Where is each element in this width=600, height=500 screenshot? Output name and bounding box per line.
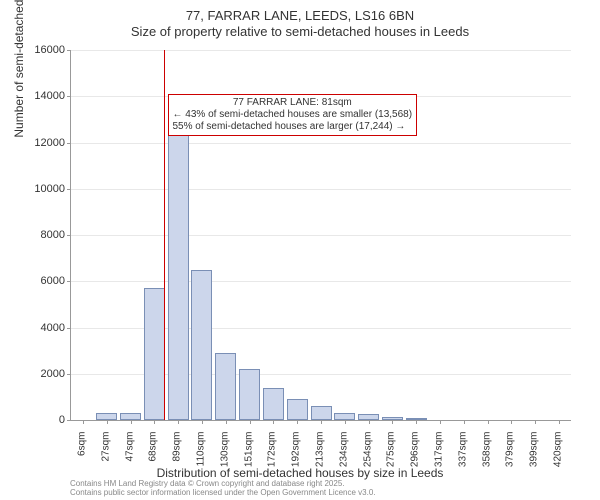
ytick-mark bbox=[67, 143, 71, 144]
xtick-label: 399sqm bbox=[529, 432, 540, 482]
ytick-label: 12000 bbox=[15, 137, 65, 149]
histogram-bar bbox=[215, 353, 236, 420]
xtick-mark bbox=[178, 420, 179, 424]
ytick-mark bbox=[67, 189, 71, 190]
xtick-mark bbox=[273, 420, 274, 424]
ytick-label: 14000 bbox=[15, 90, 65, 102]
histogram-bar bbox=[239, 369, 260, 420]
gridline bbox=[71, 281, 571, 282]
ytick-mark bbox=[67, 281, 71, 282]
ytick-label: 4000 bbox=[15, 322, 65, 334]
histogram-bar bbox=[334, 413, 355, 420]
xtick-mark bbox=[488, 420, 489, 424]
plot-area: 77 FARRAR LANE: 81sqm← 43% of semi-detac… bbox=[70, 50, 571, 421]
xtick-mark bbox=[464, 420, 465, 424]
xtick-label: 420sqm bbox=[553, 432, 564, 482]
ytick-label: 6000 bbox=[15, 275, 65, 287]
xtick-label: 27sqm bbox=[100, 432, 111, 482]
y-axis-label: Number of semi-detached properties bbox=[12, 0, 26, 138]
gridline bbox=[71, 235, 571, 236]
xtick-label: 6sqm bbox=[76, 432, 87, 482]
xtick-mark bbox=[416, 420, 417, 424]
gridline bbox=[71, 50, 571, 51]
histogram-bar bbox=[168, 117, 189, 420]
xtick-label: 68sqm bbox=[148, 432, 159, 482]
ytick-mark bbox=[67, 96, 71, 97]
histogram-bar bbox=[144, 288, 165, 420]
ytick-mark bbox=[67, 328, 71, 329]
xtick-label: 275sqm bbox=[386, 432, 397, 482]
xtick-label: 89sqm bbox=[172, 432, 183, 482]
xtick-mark bbox=[440, 420, 441, 424]
ytick-label: 10000 bbox=[15, 183, 65, 195]
annotation-line1: 77 FARRAR LANE: 81sqm bbox=[173, 97, 413, 109]
xtick-mark bbox=[131, 420, 132, 424]
chart-title-line1: 77, FARRAR LANE, LEEDS, LS16 6BN bbox=[0, 8, 600, 23]
xtick-mark bbox=[535, 420, 536, 424]
xtick-label: 151sqm bbox=[243, 432, 254, 482]
xtick-mark bbox=[250, 420, 251, 424]
xtick-label: 296sqm bbox=[410, 432, 421, 482]
histogram-bar bbox=[311, 406, 332, 420]
xtick-mark bbox=[202, 420, 203, 424]
ytick-mark bbox=[67, 420, 71, 421]
ytick-label: 2000 bbox=[15, 368, 65, 380]
gridline bbox=[71, 143, 571, 144]
histogram-bar bbox=[120, 413, 141, 420]
xtick-label: 254sqm bbox=[362, 432, 373, 482]
xtick-label: 130sqm bbox=[219, 432, 230, 482]
xtick-mark bbox=[297, 420, 298, 424]
subject-marker-line bbox=[164, 50, 165, 420]
chart-title-line2: Size of property relative to semi-detach… bbox=[0, 24, 600, 39]
footer-attribution: Contains HM Land Registry data © Crown c… bbox=[70, 480, 376, 498]
xtick-label: 172sqm bbox=[267, 432, 278, 482]
xtick-mark bbox=[559, 420, 560, 424]
xtick-label: 317sqm bbox=[434, 432, 445, 482]
xtick-mark bbox=[392, 420, 393, 424]
xtick-mark bbox=[226, 420, 227, 424]
ytick-label: 0 bbox=[15, 414, 65, 426]
footer-line2: Contains public sector information licen… bbox=[70, 489, 376, 498]
xtick-label: 213sqm bbox=[315, 432, 326, 482]
annotation-line3: 55% of semi-detached houses are larger (… bbox=[173, 121, 413, 133]
xtick-label: 192sqm bbox=[291, 432, 302, 482]
xtick-mark bbox=[154, 420, 155, 424]
histogram-bar bbox=[287, 399, 308, 420]
ytick-mark bbox=[67, 235, 71, 236]
gridline bbox=[71, 189, 571, 190]
ytick-mark bbox=[67, 374, 71, 375]
xtick-label: 379sqm bbox=[505, 432, 516, 482]
xtick-mark bbox=[511, 420, 512, 424]
xtick-mark bbox=[107, 420, 108, 424]
histogram-bar bbox=[263, 388, 284, 420]
chart-container: 77, FARRAR LANE, LEEDS, LS16 6BN Size of… bbox=[0, 0, 600, 500]
xtick-label: 337sqm bbox=[457, 432, 468, 482]
xtick-label: 234sqm bbox=[338, 432, 349, 482]
xtick-label: 358sqm bbox=[481, 432, 492, 482]
xtick-mark bbox=[83, 420, 84, 424]
annotation-line2: ← 43% of semi-detached houses are smalle… bbox=[173, 109, 413, 121]
ytick-mark bbox=[67, 50, 71, 51]
xtick-mark bbox=[345, 420, 346, 424]
histogram-bar bbox=[191, 270, 212, 420]
xtick-mark bbox=[369, 420, 370, 424]
xtick-label: 110sqm bbox=[195, 432, 206, 482]
ytick-label: 8000 bbox=[15, 229, 65, 241]
ytick-label: 16000 bbox=[15, 44, 65, 56]
annotation-box: 77 FARRAR LANE: 81sqm← 43% of semi-detac… bbox=[168, 94, 418, 136]
xtick-mark bbox=[321, 420, 322, 424]
histogram-bar bbox=[96, 413, 117, 420]
xtick-label: 47sqm bbox=[124, 432, 135, 482]
